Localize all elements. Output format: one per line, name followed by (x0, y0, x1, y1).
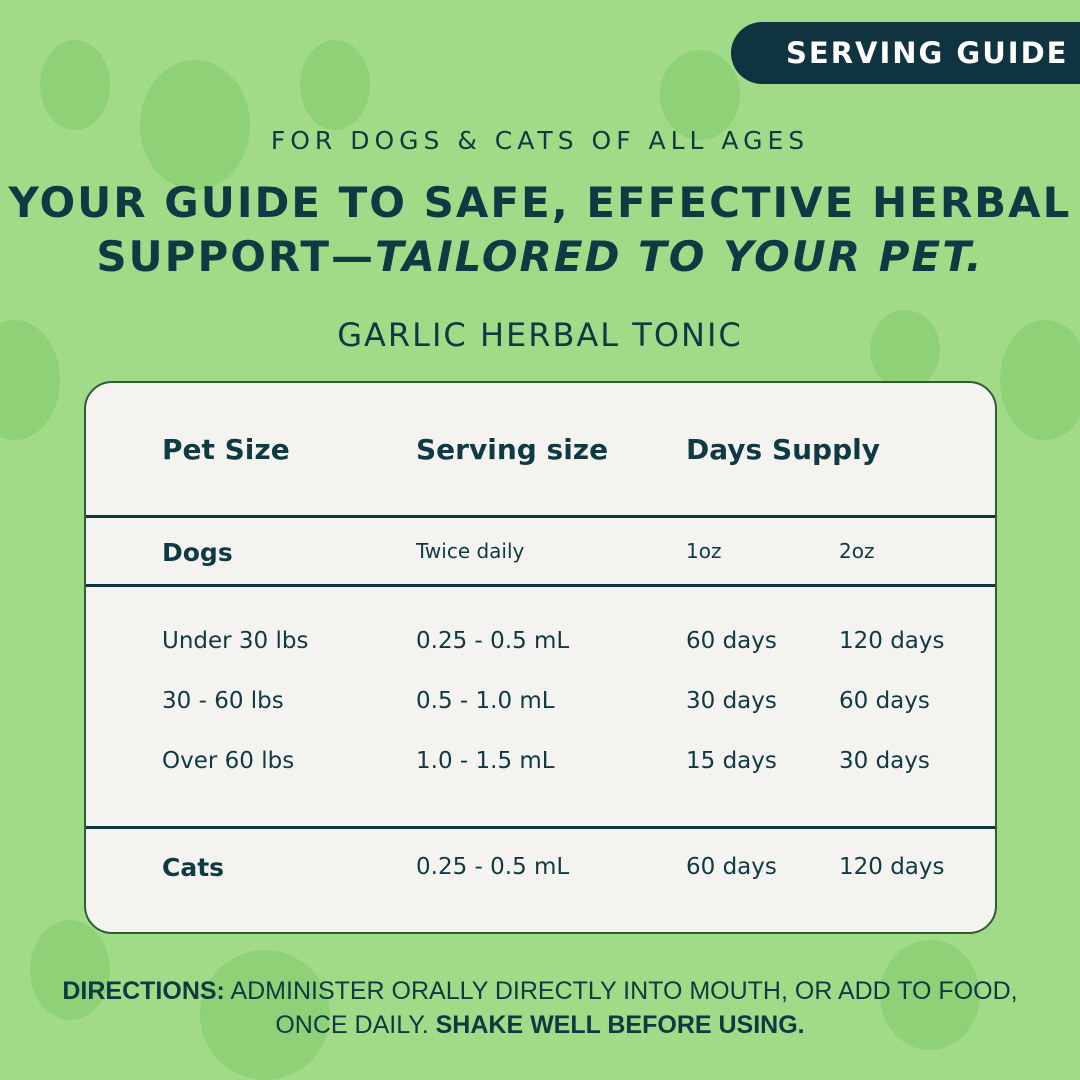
cell-pet-size: Over 60 lbs (162, 748, 295, 774)
cell-serving: 0.5 - 1.0 mL (416, 688, 555, 714)
directions-label: DIRECTIONS: (62, 977, 225, 1005)
headline-line1: YOUR GUIDE TO SAFE, EFFECTIVE HERBAL (8, 178, 1072, 227)
col-1oz: 1oz (686, 539, 722, 563)
serving-guide-badge: SERVING GUIDE (731, 22, 1080, 84)
cell-2oz: 120 days (839, 628, 945, 654)
cell-2oz: 60 days (839, 688, 930, 714)
header-serving-size: Serving size (416, 433, 609, 466)
header-days-supply: Days Supply (686, 433, 880, 466)
directions: DIRECTIONS: ADMINISTER ORALLY DIRECTLY I… (60, 974, 1020, 1042)
directions-emphasis: SHAKE WELL BEFORE USING. (435, 1011, 805, 1039)
serving-table: Pet Size Serving size Days Supply Dogs T… (84, 381, 997, 934)
divider (86, 584, 995, 587)
cell-pet-size: 30 - 60 lbs (162, 688, 284, 714)
cats-1oz: 60 days (686, 854, 777, 880)
cats-2oz: 120 days (839, 854, 945, 880)
cell-serving: 1.0 - 1.5 mL (416, 748, 555, 774)
divider (86, 515, 995, 518)
product-name: GARLIC HERBAL TONIC (337, 316, 743, 354)
cell-pet-size: Under 30 lbs (162, 628, 309, 654)
cell-2oz: 30 days (839, 748, 930, 774)
headline-line2: SUPPORT— (96, 232, 376, 281)
cats-serving: 0.25 - 0.5 mL (416, 854, 570, 880)
headline-emphasis: TAILORED TO YOUR PET. (375, 232, 984, 281)
kicker: FOR DOGS & CATS OF ALL AGES (270, 126, 810, 155)
divider (86, 826, 995, 829)
cats-label: Cats (162, 853, 225, 882)
col-2oz: 2oz (839, 539, 875, 563)
dogs-label: Dogs (162, 538, 233, 567)
cell-1oz: 60 days (686, 628, 777, 654)
directions-text: ADMINISTER ORALLY DIRECTLY INTO MOUTH, O… (224, 977, 1018, 1039)
cell-1oz: 15 days (686, 748, 777, 774)
cell-serving: 0.25 - 0.5 mL (416, 628, 570, 654)
header-pet-size: Pet Size (162, 433, 290, 466)
headline: YOUR GUIDE TO SAFE, EFFECTIVE HERBAL SUP… (0, 176, 1080, 284)
cell-1oz: 30 days (686, 688, 777, 714)
dogs-serving: Twice daily (416, 539, 525, 563)
